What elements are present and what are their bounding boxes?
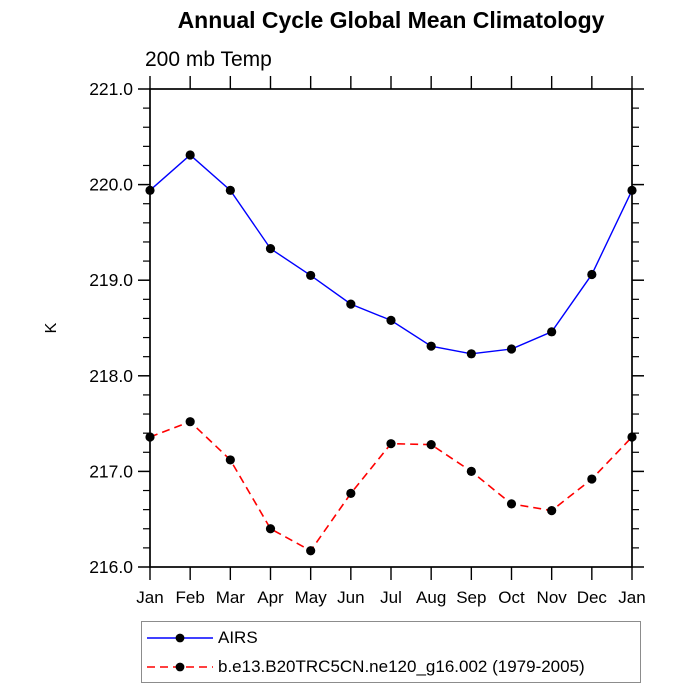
data-point-marker-airs	[185, 150, 195, 160]
data-point-marker-airs	[627, 185, 637, 195]
data-point-marker-model	[265, 524, 276, 534]
y-axis-tick-label: 220.0	[89, 175, 133, 195]
x-axis-tick-label: Jan	[136, 588, 163, 607]
data-point-marker-airs	[306, 270, 316, 281]
legend-sample-marker	[175, 662, 185, 671]
x-axis-tick-label: Dec	[577, 588, 608, 607]
data-point-marker-model	[145, 432, 155, 442]
y-axis-tick-label: 216.0	[89, 557, 133, 577]
legend-label-airs: AIRS	[218, 627, 258, 647]
legend-label-model: b.e13.B20TRC5CN.ne120_g16.002 (1979-2005…	[218, 656, 585, 676]
data-point-marker-airs	[506, 344, 517, 354]
data-point-marker-airs	[466, 349, 476, 359]
data-point-marker-airs	[145, 185, 155, 195]
x-axis-tick-label: Aug	[416, 588, 446, 607]
data-point-marker-model	[466, 466, 476, 476]
data-point-marker-airs	[386, 315, 396, 325]
data-point-marker-airs	[225, 185, 235, 195]
data-point-marker-model	[225, 455, 235, 465]
data-point-marker-model	[426, 440, 436, 450]
x-axis-tick-label: Jan	[618, 588, 645, 607]
data-point-marker-airs	[547, 327, 557, 337]
data-point-marker-model	[306, 546, 316, 556]
x-axis-tick-label: Jul	[380, 588, 402, 607]
plot-frame	[149, 88, 633, 568]
legend-sample-marker	[175, 633, 185, 642]
data-point-marker-model	[386, 439, 396, 449]
data-point-marker-model	[346, 488, 356, 498]
x-axis-tick-label: Nov	[537, 588, 568, 607]
data-point-marker-model	[506, 499, 517, 509]
chart-title: Annual Cycle Global Mean Climatology	[177, 7, 605, 33]
y-axis-tick-label: 221.0	[89, 79, 133, 99]
data-point-marker-airs	[426, 341, 436, 351]
y-axis-title: K	[43, 322, 60, 333]
chart-subtitle: 200 mb Temp	[145, 48, 272, 71]
legend-item-airs: AIRS	[145, 623, 640, 652]
legend-item-model: b.e13.B20TRC5CN.ne120_g16.002 (1979-2005…	[145, 652, 640, 681]
legend-line-sample-solid	[147, 633, 213, 642]
y-axis-tick-label: 218.0	[89, 366, 133, 386]
x-axis-tick-label: Mar	[216, 588, 246, 607]
x-axis-tick-label: Oct	[498, 588, 525, 607]
data-point-marker-airs	[587, 269, 597, 280]
data-point-marker-model	[587, 474, 597, 484]
data-point-marker-model	[547, 505, 557, 516]
x-axis-tick-label: May	[295, 588, 328, 607]
y-axis-tick-label: 219.0	[89, 270, 133, 290]
x-axis-tick-label: Jun	[337, 588, 364, 607]
y-axis-tick-label: 217.0	[89, 461, 133, 481]
x-axis-tick-label: Sep	[456, 588, 486, 607]
data-point-marker-model	[185, 417, 195, 427]
data-point-marker-airs	[265, 244, 276, 254]
x-axis-tick-label: Feb	[176, 588, 205, 607]
legend: AIRS b.e13.B20TRC5CN.ne120_g16.002 (1979…	[141, 621, 641, 683]
data-point-marker-airs	[346, 299, 356, 309]
legend-line-sample-dashed	[147, 662, 213, 671]
data-point-marker-model	[627, 432, 637, 442]
x-axis-tick-label: Apr	[257, 588, 284, 607]
